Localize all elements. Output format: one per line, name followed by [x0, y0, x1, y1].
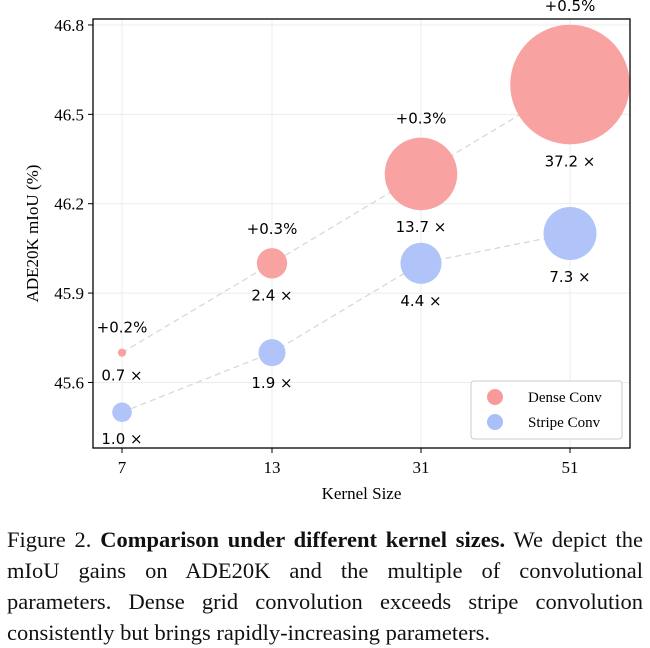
caption-body: We depict the mIoU gains on ADE20K and t…: [7, 527, 644, 645]
data-point: [543, 207, 597, 260]
legend-marker-stripe: [487, 414, 503, 430]
y-tick-label: 45.9: [54, 284, 84, 303]
trend-line: [121, 232, 571, 413]
data-point: [258, 339, 286, 367]
data-point: [117, 348, 127, 357]
axis-ticks: 7 13 31 51 45.6 45.9 46.2 46.5 46.8: [54, 16, 578, 477]
x-tick-label: 7: [118, 458, 127, 477]
x-tick-label: 13: [264, 458, 281, 477]
legend-marker-dense: [487, 389, 503, 405]
grid: [93, 19, 630, 448]
legend-label-stripe: Stripe Conv: [528, 415, 601, 431]
data-labels: 0.7 × +0.2% 2.4 × +0.3% 13.7 × +0.3% 37.2 × +0.…: [97, 0, 596, 448]
param-multiple-label: 0.7 ×: [101, 367, 142, 385]
param-multiple-label: 1.9 ×: [251, 374, 292, 392]
plot-frame: [92, 18, 631, 449]
data-point: [400, 242, 442, 284]
y-tick-label: 45.6: [54, 373, 84, 392]
data-points: [112, 24, 630, 423]
chart: 0.7 × +0.2% 2.4 × +0.3% 13.7 × +0.3% 37.2 × +0.…: [23, 0, 631, 503]
legend: Dense Conv Stripe Conv: [470, 380, 623, 440]
caption-title: Comparison under different kernel sizes.: [100, 527, 506, 552]
data-point: [256, 248, 288, 279]
y-axis-label: ADE20K mIoU (%): [23, 165, 42, 303]
legend-label-dense: Dense Conv: [528, 390, 602, 406]
param-multiple-label: 4.4 ×: [400, 292, 441, 310]
gain-label: +0.5%: [545, 0, 596, 15]
data-point: [384, 137, 458, 211]
data-point: [510, 24, 630, 145]
figure-caption: Figure 2. Comparison under different ker…: [7, 524, 643, 648]
param-multiple-label: 37.2 ×: [545, 152, 596, 170]
param-multiple-label: 1.0 ×: [101, 430, 142, 448]
gain-label: +0.3%: [247, 220, 298, 238]
x-axis-label: Kernel Size: [322, 484, 402, 503]
param-multiple-label: 7.3 ×: [549, 268, 590, 286]
trend-lines: [121, 83, 571, 413]
x-tick-label: 31: [413, 458, 430, 477]
gain-label: +0.2%: [97, 319, 148, 337]
y-tick-label: 46.8: [54, 16, 84, 35]
param-multiple-label: 13.7 ×: [396, 218, 447, 236]
x-tick-label: 51: [562, 458, 579, 477]
y-tick-label: 46.2: [54, 195, 84, 214]
data-point: [112, 402, 132, 423]
param-multiple-label: 2.4 ×: [251, 286, 292, 304]
trend-line: [121, 83, 571, 354]
caption-prefix: Figure 2.: [7, 527, 92, 552]
gain-label: +0.3%: [396, 110, 447, 128]
y-tick-label: 46.5: [54, 105, 84, 124]
legend-box: [470, 380, 623, 440]
